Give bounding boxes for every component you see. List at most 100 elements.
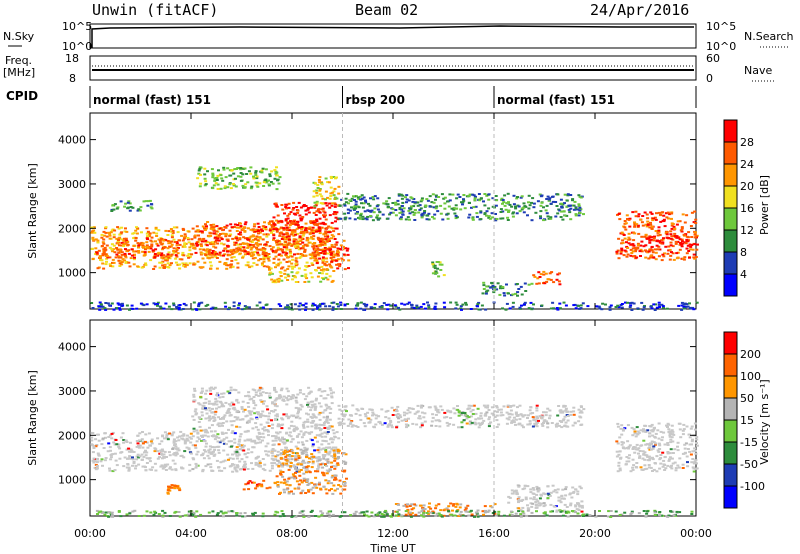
scatter-cell bbox=[467, 216, 471, 219]
scatter-cell bbox=[219, 254, 223, 257]
scatter-cell bbox=[298, 391, 302, 394]
scatter-cell bbox=[212, 223, 216, 226]
scatter-cell bbox=[346, 247, 350, 250]
scatter-cell bbox=[307, 490, 311, 493]
scatter-cell bbox=[235, 470, 239, 473]
scatter-cell bbox=[317, 208, 321, 211]
scatter-cell bbox=[389, 419, 393, 422]
nsky-tick-bottom: 10^0 bbox=[62, 40, 92, 53]
scatter-cell bbox=[100, 458, 104, 461]
scatter-cell bbox=[254, 181, 258, 184]
scatter-cell bbox=[289, 435, 293, 438]
scatter-cell bbox=[556, 308, 560, 311]
scatter-cell bbox=[332, 301, 336, 304]
scatter-cell bbox=[380, 408, 384, 411]
scatter-cell bbox=[420, 199, 424, 202]
scatter-cell bbox=[315, 218, 319, 221]
scatter-cell bbox=[327, 240, 331, 242]
scatter-cell bbox=[288, 224, 292, 227]
scatter-cell bbox=[284, 206, 288, 208]
scatter-cell bbox=[487, 207, 491, 210]
scatter-cell bbox=[144, 469, 148, 472]
scatter-cell bbox=[131, 206, 135, 209]
scatter-cell bbox=[285, 459, 289, 462]
scatter-cell bbox=[351, 424, 355, 427]
scatter-cell bbox=[166, 240, 170, 242]
scatter-cell bbox=[277, 303, 281, 306]
scatter-cell bbox=[404, 196, 407, 199]
scatter-cell bbox=[161, 457, 164, 460]
scatter-cell bbox=[471, 217, 475, 220]
scatter-cell bbox=[334, 448, 338, 451]
scatter-cell bbox=[571, 424, 575, 427]
scatter-cell bbox=[306, 403, 309, 406]
scatter-cell bbox=[281, 251, 285, 254]
scatter-cell bbox=[211, 241, 214, 244]
scatter-cell bbox=[237, 391, 241, 394]
scatter-cell bbox=[302, 425, 306, 428]
scatter-cell bbox=[297, 410, 300, 413]
scatter-cell bbox=[192, 263, 196, 266]
scatter-cell bbox=[203, 167, 207, 170]
scatter-cell bbox=[670, 224, 674, 227]
scatter-cell bbox=[615, 252, 619, 255]
scatter-cell bbox=[333, 187, 337, 190]
scatter-cell bbox=[308, 457, 311, 460]
scatter-cell bbox=[305, 231, 309, 234]
scatter-cell bbox=[110, 432, 114, 435]
scatter-cell bbox=[656, 234, 660, 237]
scatter-cell bbox=[333, 211, 337, 213]
scatter-cell bbox=[198, 438, 201, 441]
scatter-cell bbox=[328, 489, 331, 492]
scatter-cell bbox=[261, 432, 265, 435]
scatter-cell bbox=[299, 408, 303, 411]
scatter-cell bbox=[682, 303, 686, 306]
scatter-cell bbox=[158, 456, 161, 459]
scatter-cell bbox=[463, 207, 467, 210]
scatter-cell bbox=[301, 253, 304, 256]
scatter-cell bbox=[247, 170, 251, 173]
scatter-cell bbox=[668, 258, 672, 261]
scatter-cell bbox=[529, 301, 533, 304]
scatter-cell bbox=[176, 252, 180, 255]
scatter-cell bbox=[669, 448, 673, 451]
scatter-cell bbox=[368, 408, 372, 411]
scatter-cell bbox=[394, 203, 398, 206]
scatter-cell bbox=[271, 402, 274, 405]
scatter-cell bbox=[219, 233, 222, 235]
scatter-cell bbox=[145, 303, 149, 306]
scatter-cell bbox=[663, 225, 667, 228]
scatter-cell bbox=[540, 304, 544, 307]
scatter-cell bbox=[501, 414, 505, 417]
scatter-cell bbox=[383, 422, 387, 425]
scatter-cell bbox=[324, 276, 328, 279]
scatter-cell bbox=[624, 228, 628, 231]
scatter-cell bbox=[411, 200, 415, 203]
scatter-cell bbox=[183, 442, 187, 445]
scatter-cell bbox=[365, 218, 369, 221]
scatter-cell bbox=[173, 462, 177, 465]
scatter-cell bbox=[652, 237, 656, 240]
scatter-cell bbox=[257, 248, 261, 251]
scatter-cell bbox=[143, 440, 147, 443]
scatter-cell bbox=[284, 455, 288, 458]
scatter-cell bbox=[670, 227, 674, 230]
station-title: Unwin (fitACF) bbox=[92, 1, 218, 19]
scatter-cell bbox=[492, 291, 496, 294]
scatter-cell bbox=[93, 231, 97, 234]
scatter-cell bbox=[198, 185, 202, 188]
scatter-cell bbox=[218, 441, 222, 444]
scatter-cell bbox=[657, 231, 661, 234]
scatter-cell bbox=[328, 275, 332, 278]
scatter-cell bbox=[270, 449, 274, 452]
scatter-cell bbox=[649, 466, 653, 469]
scatter-cell bbox=[455, 303, 459, 306]
scatter-cell bbox=[641, 450, 645, 453]
scatter-cell bbox=[316, 184, 320, 186]
scatter-cell bbox=[342, 253, 346, 256]
scatter-cell bbox=[689, 453, 693, 456]
scatter-cell bbox=[555, 307, 559, 309]
scatter-cell bbox=[254, 442, 258, 445]
scatter-cell bbox=[259, 416, 263, 419]
scatter-cell bbox=[639, 218, 643, 221]
